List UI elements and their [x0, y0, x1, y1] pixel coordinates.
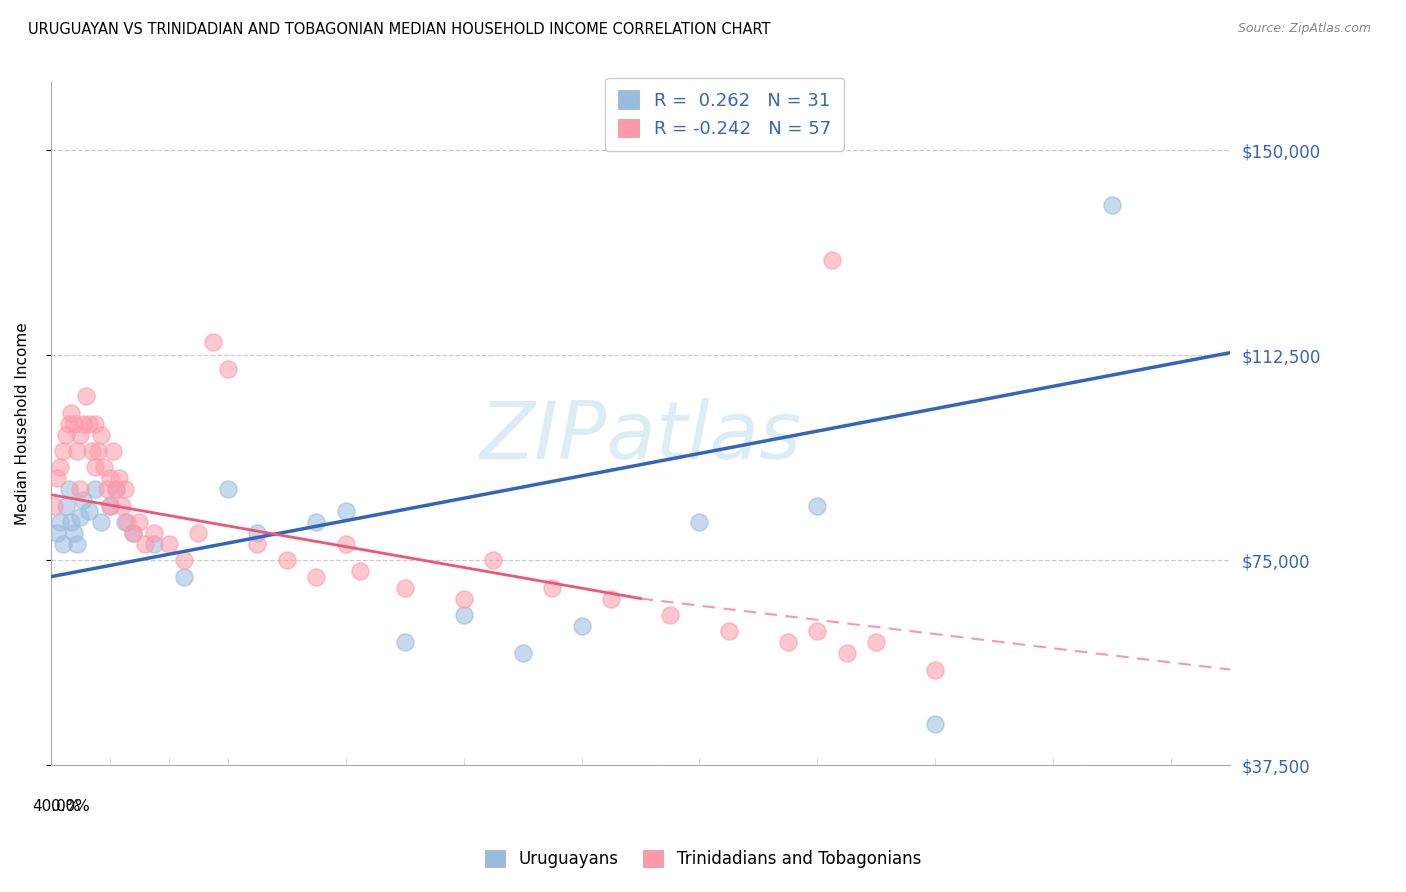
Point: [335, 537, 357, 551]
Point: [72, 417, 94, 431]
Point: [173, 553, 195, 567]
Legend: R =  0.262   N = 31, R = -0.242   N = 57: R = 0.262 N = 31, R = -0.242 N = 57: [605, 78, 844, 151]
Point: [217, 482, 239, 496]
Point: [110, 499, 132, 513]
Text: ZIPatlas: ZIPatlas: [479, 399, 801, 476]
Point: [806, 624, 828, 639]
Point: [689, 515, 711, 529]
Point: [48, 460, 70, 475]
Point: [55, 499, 77, 513]
Point: [394, 581, 416, 595]
Point: [117, 515, 139, 529]
Point: [776, 635, 799, 649]
Point: [55, 427, 77, 442]
Point: [246, 526, 269, 541]
Point: [394, 635, 416, 649]
Point: [90, 515, 112, 529]
Point: [69, 509, 91, 524]
Point: [98, 499, 121, 513]
Point: [48, 515, 70, 529]
Point: [72, 493, 94, 508]
Point: [512, 646, 534, 660]
Legend: Uruguayans, Trinidadians and Tobagonians: Uruguayans, Trinidadians and Tobagonians: [478, 843, 928, 875]
Point: [98, 499, 121, 513]
Point: [90, 427, 112, 442]
Point: [128, 515, 150, 529]
Point: [84, 482, 107, 496]
Point: [58, 482, 80, 496]
Text: 40.0%: 40.0%: [32, 799, 80, 814]
Point: [1101, 198, 1123, 212]
Point: [349, 564, 371, 578]
Point: [865, 635, 887, 649]
Point: [305, 515, 328, 529]
Point: [143, 526, 166, 541]
Point: [114, 515, 136, 529]
Point: [659, 607, 682, 622]
Point: [187, 526, 209, 541]
Point: [82, 444, 104, 458]
Point: [75, 389, 97, 403]
Point: [122, 526, 145, 541]
Point: [52, 444, 75, 458]
Point: [806, 499, 828, 513]
Point: [453, 607, 475, 622]
Point: [77, 504, 100, 518]
Point: [1012, 799, 1035, 814]
Point: [104, 482, 127, 496]
Point: [58, 417, 80, 431]
Point: [52, 537, 75, 551]
Point: [134, 537, 156, 551]
Point: [276, 553, 298, 567]
Point: [63, 417, 86, 431]
Point: [69, 482, 91, 496]
Point: [482, 553, 505, 567]
Point: [924, 717, 946, 731]
Point: [541, 581, 564, 595]
Y-axis label: Median Household Income: Median Household Income: [15, 322, 30, 525]
Point: [157, 537, 180, 551]
Point: [114, 482, 136, 496]
Point: [45, 526, 67, 541]
Text: 0.0%: 0.0%: [51, 799, 90, 814]
Point: [107, 471, 129, 485]
Point: [217, 362, 239, 376]
Text: Source: ZipAtlas.com: Source: ZipAtlas.com: [1237, 22, 1371, 36]
Point: [924, 663, 946, 677]
Point: [66, 537, 89, 551]
Point: [453, 591, 475, 606]
Point: [173, 570, 195, 584]
Point: [69, 427, 91, 442]
Point: [42, 499, 65, 513]
Point: [96, 482, 118, 496]
Point: [143, 537, 166, 551]
Point: [84, 460, 107, 475]
Point: [84, 417, 107, 431]
Point: [98, 471, 121, 485]
Point: [60, 515, 83, 529]
Point: [571, 619, 593, 633]
Point: [821, 252, 844, 267]
Point: [201, 334, 224, 349]
Point: [246, 537, 269, 551]
Point: [87, 444, 110, 458]
Point: [45, 471, 67, 485]
Point: [305, 570, 328, 584]
Point: [66, 444, 89, 458]
Point: [717, 624, 740, 639]
Point: [63, 526, 86, 541]
Point: [122, 526, 145, 541]
Point: [335, 504, 357, 518]
Point: [104, 482, 127, 496]
Text: URUGUAYAN VS TRINIDADIAN AND TOBAGONIAN MEDIAN HOUSEHOLD INCOME CORRELATION CHAR: URUGUAYAN VS TRINIDADIAN AND TOBAGONIAN …: [28, 22, 770, 37]
Point: [600, 591, 623, 606]
Point: [77, 417, 100, 431]
Point: [835, 646, 858, 660]
Point: [101, 444, 124, 458]
Point: [60, 406, 83, 420]
Point: [93, 460, 115, 475]
